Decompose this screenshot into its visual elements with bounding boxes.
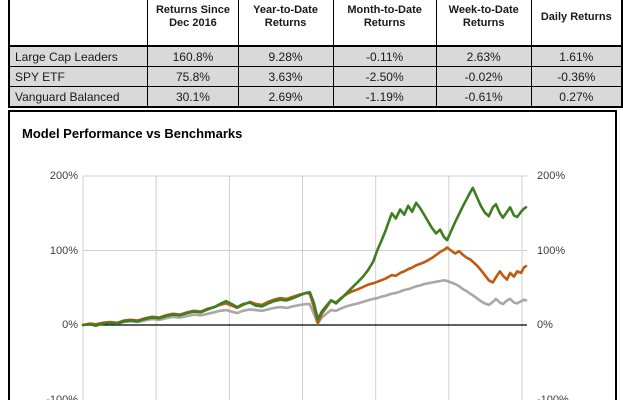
column-header: Returns Since Dec 2016 [147,0,239,47]
return-value-cell: 9.28% [237,45,334,67]
performance-chart-card [8,110,617,400]
return-value-cell: 1.61% [530,45,623,67]
row-label: Large Cap Leaders [8,45,149,67]
return-value-cell: -1.19% [332,86,437,108]
return-value-cell: -0.36% [530,66,623,87]
corner-header-cell [8,0,149,47]
y-axis-tick-label: -100% [537,393,569,400]
column-header: Year-to-Date Returns [237,0,334,47]
return-value-cell: -0.02% [435,66,532,87]
table-row: Vanguard Balanced 30.1% 2.69% -1.19% -0.61% 0… [8,86,623,108]
return-value-cell: 0.27% [530,86,623,108]
y-axis-tick-label: 0% [62,319,78,331]
return-value-cell: 2.63% [435,45,532,67]
returns-table-body: Large Cap Leaders 160.8% 9.28% -0.11% 2.63% 1… [8,45,623,108]
table-row: SPY ETF 75.8% 3.63% -2.50% -0.02% -0.36% [8,66,623,87]
table-header-row: Returns Since Dec 2016 Year-to-Date Retur… [8,0,623,47]
return-value-cell: -2.50% [332,66,437,87]
y-axis-tick-label: 200% [49,170,78,182]
y-axis-tick-label: 100% [49,244,78,257]
y-axis-tick-label: 0% [537,319,553,331]
return-value-cell: 75.8% [147,66,239,87]
return-value-cell: 3.63% [237,66,334,87]
return-value-cell: 30.1% [147,86,239,108]
table-row: Large Cap Leaders 160.8% 9.28% -0.11% 2.63% 1… [8,45,623,67]
chart-title: Model Performance vs Benchmarks [22,126,243,141]
y-axis-tick-label: 100% [537,244,566,257]
column-header: Week-to-Date Returns [435,0,532,47]
y-axis-tick-label: -100% [46,393,78,400]
column-header: Daily Returns [530,0,623,47]
y-axis-tick-label: 200% [537,170,566,182]
row-label: Vanguard Balanced [8,86,149,108]
return-value-cell: 160.8% [147,45,239,67]
return-value-cell: -0.61% [435,86,532,108]
column-header: Month-to-Date Returns [332,0,437,47]
returns-table-header: Returns Since Dec 2016 Year-to-Date Retur… [8,0,623,47]
return-value-cell: -0.11% [332,45,437,67]
return-value-cell: 2.69% [237,86,334,108]
row-label: SPY ETF [8,66,149,87]
returns-table: Returns Since Dec 2016 Year-to-Date Retur… [8,0,623,108]
